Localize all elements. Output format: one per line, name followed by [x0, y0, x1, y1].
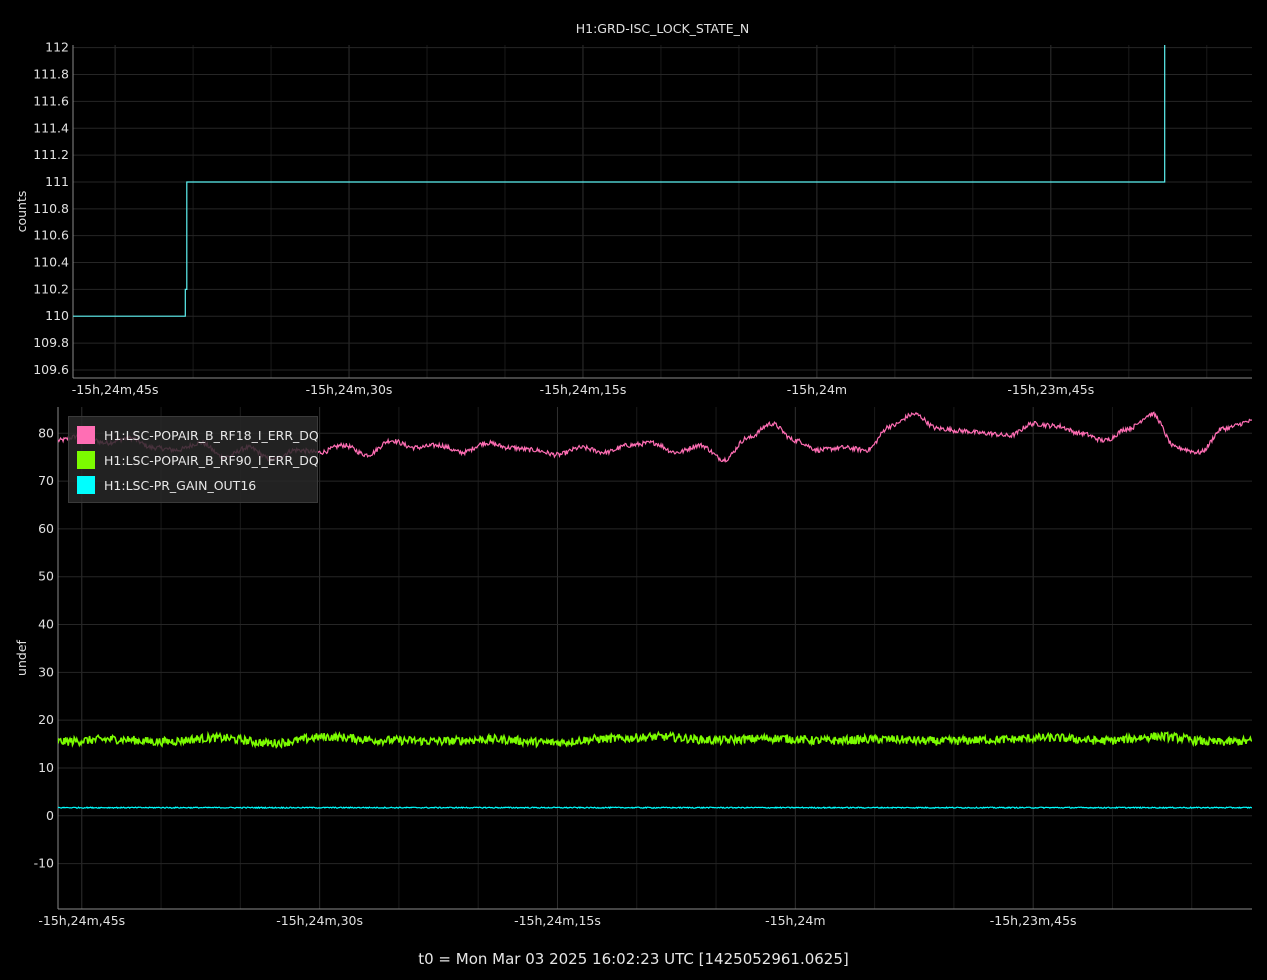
y-tick-label: 20: [38, 712, 54, 727]
series-line-1-2: [58, 806, 1252, 810]
y-tick-label: 110.2: [33, 281, 69, 296]
x-tick-label: -15h,24m,45s: [38, 913, 125, 928]
legend-item-rf90[interactable]: H1:LSC-POPAIR_B_RF90_I_ERR_DQ: [77, 450, 319, 470]
y-tick-label: 10: [38, 760, 54, 775]
y-tick-label: 111.2: [33, 147, 69, 162]
chart-title: H1:GRD-ISC_LOCK_STATE_N: [576, 21, 750, 36]
x-tick-label: -15h,24m,15s: [540, 382, 627, 397]
legend-label-rf90: H1:LSC-POPAIR_B_RF90_I_ERR_DQ: [104, 452, 319, 468]
x-tick-label: -15h,23m,45s: [990, 913, 1077, 928]
y-tick-label: 80: [38, 425, 54, 440]
y-tick-label: 110: [45, 308, 69, 323]
y-axis-label: counts: [14, 191, 29, 233]
t0-footer: t0 = Mon Mar 03 2025 16:02:23 UTC [14250…: [418, 950, 849, 968]
y-tick-label: 40: [38, 617, 54, 632]
y-tick-label: 109.8: [33, 335, 69, 350]
y-tick-label: 110.6: [33, 228, 69, 243]
y-tick-label: 112: [45, 40, 69, 55]
y-tick-label: 111: [45, 174, 69, 189]
chart-0: [72, 45, 1252, 379]
legend-swatch-rf90: [77, 451, 95, 469]
y-tick-label: 0: [46, 808, 54, 823]
y-tick-label: 111.6: [33, 93, 69, 108]
legend-label-rf18: H1:LSC-POPAIR_B_RF18_I_ERR_DQ: [104, 427, 319, 443]
y-tick-label: 70: [38, 473, 54, 488]
y-tick-label: 60: [38, 521, 54, 536]
y-tick-label: 110.4: [33, 255, 69, 270]
x-tick-label: -15h,24m,30s: [276, 913, 363, 928]
x-tick-label: -15h,24m,15s: [514, 913, 601, 928]
x-tick-label: -15h,24m: [765, 913, 825, 928]
legend-swatch-rf18: [77, 426, 95, 444]
legend-item-pr-gain[interactable]: H1:LSC-PR_GAIN_OUT16: [77, 475, 256, 495]
x-tick-label: -15h,23m,45s: [1007, 382, 1094, 397]
legend-item-rf18[interactable]: H1:LSC-POPAIR_B_RF18_I_ERR_DQ: [77, 425, 319, 445]
legend-label-pr-gain: H1:LSC-PR_GAIN_OUT16: [104, 477, 257, 493]
plot-area: 109.6 109.8 110 110.2 110.4 110.6 110.8 111 111.…: [14, 21, 1252, 928]
y-tick-label: -10: [34, 856, 54, 871]
y-tick-label: 111.4: [33, 120, 69, 135]
series-line-0-0: [73, 45, 1166, 317]
y-axis-label: undef: [14, 639, 29, 675]
y-tick-label: 111.8: [33, 67, 69, 82]
legend-swatch-pr-gain: [77, 476, 95, 494]
y-tick-label: 30: [38, 664, 54, 679]
y-tick-label: 50: [38, 569, 54, 584]
x-tick-label: -15h,24m: [787, 382, 847, 397]
y-tick-label: 109.6: [33, 362, 69, 377]
legend: H1:LSC-POPAIR_B_RF18_I_ERR_DQ H1:LSC-POP…: [68, 416, 319, 503]
x-tick-label: -15h,24m,30s: [306, 382, 393, 397]
y-tick-label: 110.8: [33, 201, 69, 216]
x-tick-label: -15h,24m,45s: [72, 382, 159, 397]
series-line-1-1: [58, 730, 1252, 749]
